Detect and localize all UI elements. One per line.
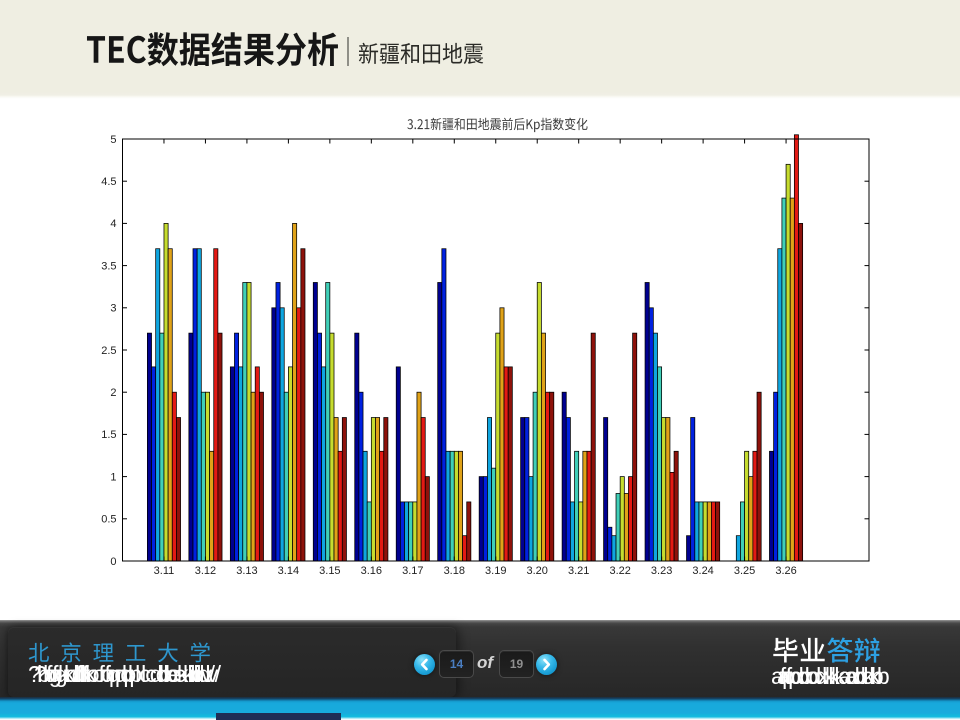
svg-text:5: 5: [110, 134, 116, 146]
svg-text:3.11: 3.11: [154, 565, 175, 577]
svg-text:3.13: 3.13: [236, 565, 257, 577]
svg-text:3.14: 3.14: [278, 565, 299, 577]
svg-text:3.22: 3.22: [609, 565, 630, 577]
svg-text:3.25: 3.25: [734, 565, 755, 577]
svg-text:0.5: 0.5: [101, 514, 116, 526]
svg-text:3.17: 3.17: [402, 565, 423, 577]
svg-text:1: 1: [110, 471, 116, 483]
svg-text:3.21: 3.21: [568, 565, 589, 577]
svg-text:3.12: 3.12: [195, 565, 216, 577]
svg-text:0: 0: [110, 556, 116, 568]
svg-text:4: 4: [110, 218, 116, 230]
svg-text:2: 2: [110, 387, 116, 399]
svg-text:3.18: 3.18: [444, 565, 465, 577]
svg-text:3.20: 3.20: [527, 565, 548, 577]
svg-text:1.5: 1.5: [101, 429, 116, 441]
svg-text:3.24: 3.24: [692, 565, 713, 577]
svg-text:3.5: 3.5: [101, 260, 116, 272]
svg-text:3: 3: [110, 303, 116, 315]
svg-text:3.26: 3.26: [775, 565, 796, 577]
svg-text:2.5: 2.5: [101, 345, 116, 357]
svg-text:4.5: 4.5: [101, 176, 116, 188]
svg-text:3.19: 3.19: [485, 565, 506, 577]
svg-text:3.15: 3.15: [319, 565, 340, 577]
svg-text:3.16: 3.16: [361, 565, 382, 577]
svg-text:3.23: 3.23: [651, 565, 672, 577]
